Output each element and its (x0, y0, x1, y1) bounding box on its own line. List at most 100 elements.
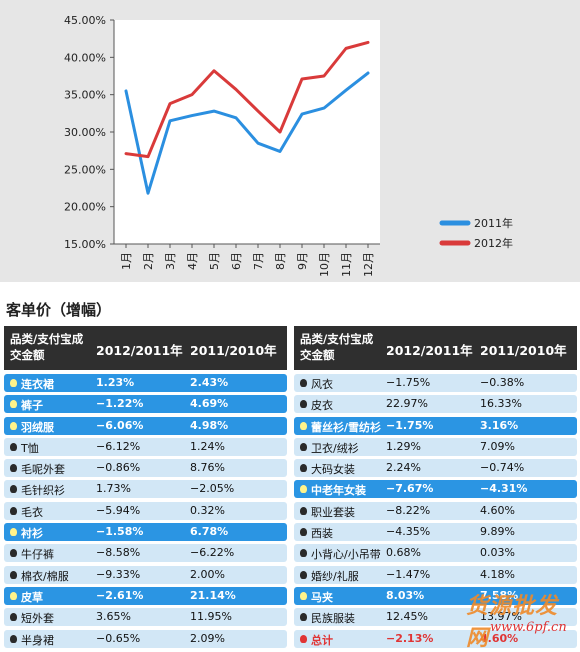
table-row: 西装 −4.35% 9.89% (294, 523, 577, 542)
header-col2: 2011/2010年 (480, 343, 567, 358)
table-row: 大码女装 2.24% −0.74% (294, 459, 577, 478)
value-2011-2010: 4.60% (480, 631, 519, 645)
value-2012-2011: −9.33% (96, 567, 141, 581)
bullet-icon (10, 421, 17, 430)
value-2011-2010: 0.32% (190, 503, 225, 517)
table-row: 皮草 −2.61% 21.14% (4, 586, 287, 605)
category-name: 牛仔裤 (21, 548, 54, 562)
value-2011-2010: 4.60% (480, 503, 515, 517)
table-row: 裤子 −1.22% 4.69% (4, 395, 287, 414)
category-name: 卫衣/绒衫 (311, 441, 359, 455)
chart-svg: 15.00% 20.00% 25.00% 30.00% 35.00% 40.00% 45.0… (64, 14, 513, 277)
value-2012-2011: −1.75% (386, 376, 431, 389)
value-2012-2011: −6.06% (96, 418, 144, 432)
value-2012-2011: −6.12% (96, 439, 141, 453)
y-tick-label: 40.00% (64, 51, 106, 64)
value-2011-2010: 8.76% (190, 461, 225, 475)
table-row: 毛针织衫 1.73% −2.05% (4, 480, 287, 499)
value-2012-2011: 1.73% (96, 482, 131, 496)
x-tick-label: 3月 (164, 252, 177, 270)
line-chart: 15.00% 20.00% 25.00% 30.00% 35.00% 40.00% 45.0… (0, 0, 580, 282)
value-2011-2010: 0.03% (480, 546, 515, 560)
category-name: 职业套装 (311, 505, 355, 519)
category-name: 衬衫 (21, 527, 43, 541)
value-2011-2010: 2.09% (190, 631, 225, 645)
header-category: 品类/支付宝成交金额 (300, 332, 374, 362)
bullet-icon (10, 379, 17, 387)
table-left: 品类/支付宝成交金额 2012/2011年 2011/2010年 连衣裙 1.23… (4, 326, 287, 651)
value-2011-2010: 3.16% (480, 418, 519, 432)
watermark-logo: 货源批发网 (466, 593, 559, 651)
value-2012-2011: −1.47% (386, 567, 431, 581)
category-name: T恤 (21, 441, 39, 455)
x-tick-label: 6月 (230, 252, 243, 270)
header-col1: 2012/2011年 (96, 343, 183, 358)
category-name: 中老年女装 (311, 484, 366, 498)
header-category: 品类/支付宝成交金额 (10, 332, 84, 362)
table-row: T恤 −6.12% 1.24% (4, 437, 287, 456)
value-2012-2011: −0.65% (96, 631, 141, 645)
table-row: 羽绒服 −6.06% 4.98% (4, 416, 287, 435)
category-name: 连衣裙 (21, 378, 54, 391)
value-2011-2010: 7.09% (480, 439, 515, 453)
y-tick-label: 30.00% (64, 126, 106, 139)
section-title: 客单价（增幅） (6, 301, 112, 319)
value-2011-2010: −2.05% (190, 482, 235, 496)
table-row: 半身裙 −0.65% 2.09% (4, 629, 287, 648)
x-tick-label: 4月 (186, 252, 199, 270)
table-row: 衬衫 −1.58% 6.78% (4, 523, 287, 542)
table-row: 蕾丝衫/雪纺衫 −1.75% 3.16% (294, 416, 577, 435)
value-2011-2010: 16.33% (480, 397, 522, 411)
value-2012-2011: −1.75% (386, 418, 434, 432)
bullet-icon (10, 570, 17, 579)
value-2011-2010: 4.98% (190, 418, 229, 432)
table-header: 品类/支付宝成交金额 2012/2011年 2011/2010年 (294, 326, 577, 370)
value-2011-2010: 11.95% (190, 610, 232, 624)
table-row: 棉衣/棉服 −9.33% 2.00% (4, 565, 287, 584)
header-col1: 2012/2011年 (386, 343, 473, 358)
y-tick-label: 25.00% (64, 163, 106, 176)
bullet-icon (10, 506, 17, 515)
value-2011-2010: 7.58% (480, 588, 519, 602)
bullet-icon (10, 591, 17, 600)
bullet-icon (300, 464, 307, 473)
category-name: 裤子 (21, 399, 43, 413)
watermark-url: www.6pf.cn (490, 620, 567, 635)
value-2011-2010: 4.18% (480, 567, 515, 581)
table-row: 卫衣/绒衫 1.29% 7.09% (294, 437, 577, 456)
y-tick-label: 15.00% (64, 238, 106, 251)
bullet-icon (10, 442, 17, 451)
table-row: 婚纱/礼服 −1.47% 4.18% (294, 565, 577, 584)
category-name: 蕾丝衫/雪纺衫 (311, 420, 382, 434)
legend-label: 2011年 (474, 216, 513, 230)
bullet-icon (10, 613, 17, 622)
value-2012-2011: −0.86% (96, 461, 141, 475)
category-name: 毛衣 (21, 505, 43, 519)
bullet-icon (300, 591, 307, 600)
value-2012-2011: −8.22% (386, 503, 431, 517)
category-name: 小背心/小吊带 (311, 548, 381, 562)
category-name: 马夹 (311, 590, 333, 604)
bullet-icon (10, 549, 17, 558)
x-tick-label: 7月 (252, 252, 265, 270)
value-2012-2011: 1.23% (96, 376, 135, 389)
bullet-icon (300, 528, 307, 537)
bullet-icon (300, 442, 307, 451)
value-2011-2010: 21.14% (190, 588, 236, 602)
value-2011-2010: 2.43% (190, 376, 229, 389)
category-name: 棉衣/棉服 (21, 569, 69, 583)
table-row: 皮衣 22.97% 16.33% (294, 395, 577, 414)
value-2012-2011: −5.94% (96, 503, 141, 517)
x-tick-label: 12月 (362, 252, 375, 277)
category-name: 风衣 (311, 378, 333, 391)
value-2011-2010: 1.24% (190, 439, 225, 453)
table-row: 毛衣 −5.94% 0.32% (4, 501, 287, 520)
table-row: 牛仔裤 −8.58% −6.22% (4, 544, 287, 563)
value-2012-2011: 22.97% (386, 397, 428, 411)
y-tick-label: 20.00% (64, 201, 106, 214)
category-name: 短外套 (21, 612, 54, 626)
table-row: 马夹 8.03% 7.58% (294, 586, 577, 605)
value-2011-2010: 2.00% (190, 567, 225, 581)
series-line-1 (124, 71, 370, 195)
value-2012-2011: −8.58% (96, 546, 141, 560)
